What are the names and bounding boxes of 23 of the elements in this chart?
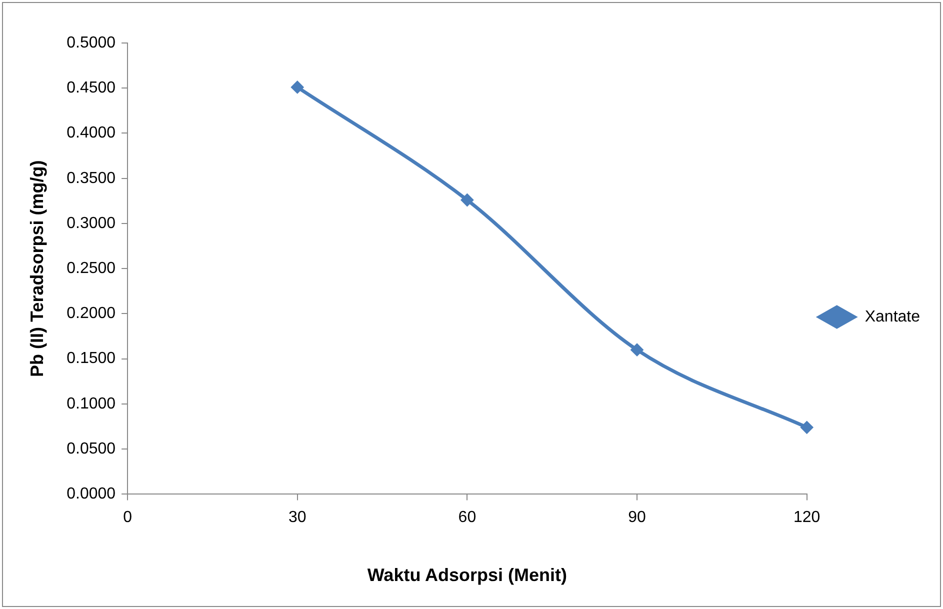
y-axis-title: Pb (II) Teradsorpsi (mg/g) [26, 160, 47, 377]
y-tick-label: 0.3500 [66, 170, 116, 187]
point [800, 420, 814, 434]
y-tick-label: 0.5000 [66, 34, 116, 52]
x-tick-label: 90 [628, 509, 646, 526]
x-tick-label: 120 [793, 509, 820, 526]
x-tick-label: 60 [458, 509, 476, 526]
y-tick-label: 0.4000 [66, 124, 116, 142]
x-axis-title: Waktu Adsorpsi (Menit) [367, 565, 568, 586]
point [630, 343, 644, 356]
point [460, 194, 474, 207]
y-tick-label: 0.3000 [66, 214, 116, 232]
y-tick-label: 0.0000 [66, 486, 116, 503]
point [290, 80, 304, 94]
y-tick-label: 0.1500 [66, 350, 116, 368]
y-tick-label: 0.4500 [66, 80, 116, 97]
y-tick-label: 0.0500 [66, 440, 116, 458]
x-tick-label: 0 [123, 509, 132, 526]
x-tick-label: 30 [288, 509, 306, 526]
legend-label: Xantate [864, 308, 920, 326]
y-tick-label: 0.2000 [66, 305, 116, 322]
y-tick-label: 0.2500 [66, 260, 116, 278]
y-tick-label: 0.1000 [66, 395, 116, 412]
